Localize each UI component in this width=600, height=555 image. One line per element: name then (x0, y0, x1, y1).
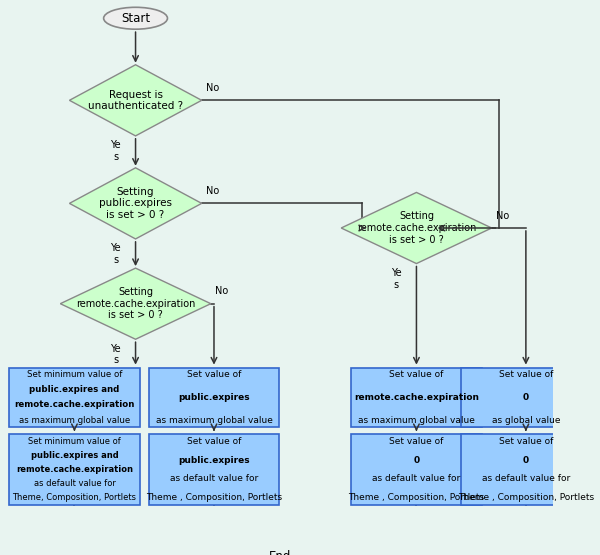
Text: No: No (496, 211, 509, 221)
Text: as default value for: as default value for (373, 475, 461, 483)
Polygon shape (61, 268, 211, 339)
Text: remote.cache.expiration: remote.cache.expiration (16, 465, 133, 474)
Text: Set value of: Set value of (187, 370, 241, 379)
Text: Request is
unauthenticated ?: Request is unauthenticated ? (88, 89, 183, 111)
Text: public.expires and: public.expires and (29, 385, 119, 394)
Ellipse shape (104, 7, 167, 29)
Text: Set minimum value of: Set minimum value of (28, 437, 121, 446)
Text: Theme , Composition, Portlets: Theme , Composition, Portlets (146, 493, 282, 502)
Text: Ye
s: Ye s (110, 140, 121, 162)
Polygon shape (70, 65, 202, 136)
Text: Ye
s: Ye s (391, 268, 401, 290)
Text: Set minimum value of: Set minimum value of (27, 370, 122, 379)
FancyBboxPatch shape (9, 367, 140, 427)
Text: Theme, Composition, Portlets: Theme, Composition, Portlets (13, 493, 136, 502)
FancyBboxPatch shape (9, 434, 140, 505)
Text: as default value for: as default value for (34, 479, 115, 488)
FancyBboxPatch shape (461, 367, 591, 427)
Text: No: No (215, 286, 229, 296)
FancyBboxPatch shape (351, 434, 482, 505)
Text: remote.cache.expiration: remote.cache.expiration (354, 393, 479, 402)
Text: Setting
public.expires
is set > 0 ?: Setting public.expires is set > 0 ? (99, 187, 172, 220)
Text: public.expires and: public.expires and (31, 451, 118, 460)
FancyBboxPatch shape (149, 367, 279, 427)
Text: Set value of: Set value of (499, 370, 553, 379)
Text: Theme , Composition, Portlets: Theme , Composition, Portlets (458, 493, 594, 502)
FancyBboxPatch shape (351, 367, 482, 427)
Text: Set value of: Set value of (187, 437, 241, 446)
Text: Setting
remote.cache.expiration
is set > 0 ?: Setting remote.cache.expiration is set >… (76, 287, 195, 320)
Text: Set value of: Set value of (389, 437, 443, 446)
Text: public.expires: public.expires (178, 393, 250, 402)
Text: No: No (206, 186, 220, 196)
Text: No: No (206, 83, 220, 93)
Text: as maximum global value: as maximum global value (358, 416, 475, 425)
Polygon shape (70, 168, 202, 239)
FancyBboxPatch shape (461, 434, 591, 505)
Text: 0: 0 (523, 456, 529, 465)
Text: 0: 0 (523, 393, 529, 402)
Text: Ye
s: Ye s (110, 244, 121, 265)
Text: public.expires: public.expires (178, 456, 250, 465)
FancyBboxPatch shape (149, 434, 279, 505)
Text: remote.cache.expiration: remote.cache.expiration (14, 400, 134, 410)
Text: End: End (268, 550, 291, 555)
Ellipse shape (248, 546, 311, 555)
Text: 0: 0 (413, 456, 419, 465)
Polygon shape (341, 193, 491, 264)
Text: as maximum global value: as maximum global value (155, 416, 272, 425)
Text: Ye
s: Ye s (110, 344, 121, 365)
Text: Setting
remote.cache.expiration
is set > 0 ?: Setting remote.cache.expiration is set >… (357, 211, 476, 245)
Text: Set value of: Set value of (389, 370, 443, 379)
Text: as maximum global value: as maximum global value (19, 416, 130, 425)
Text: Set value of: Set value of (499, 437, 553, 446)
Text: Start: Start (121, 12, 150, 25)
Text: as default value for: as default value for (170, 475, 258, 483)
Text: as global value: as global value (491, 416, 560, 425)
Text: Theme , Composition, Portlets: Theme , Composition, Portlets (349, 493, 485, 502)
Text: as default value for: as default value for (482, 475, 570, 483)
